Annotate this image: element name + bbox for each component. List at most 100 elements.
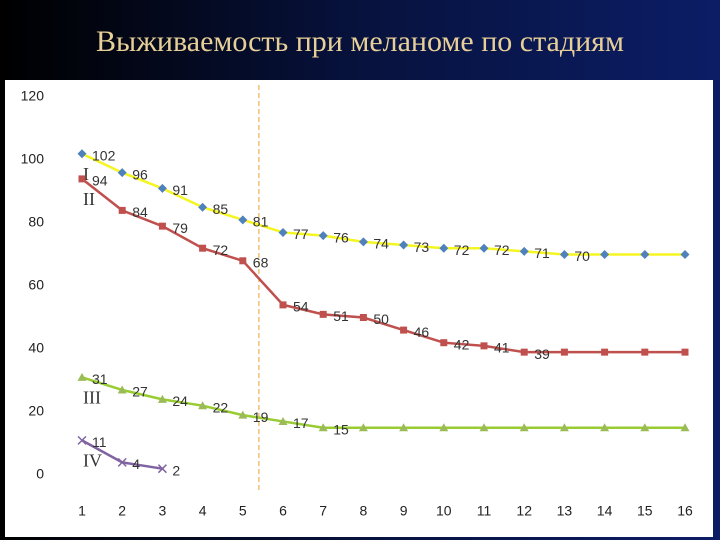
x-tick-label: 13 (557, 503, 573, 519)
marker (198, 202, 208, 212)
x-tick-label: 12 (516, 503, 532, 519)
data-label: 51 (333, 308, 349, 324)
series-name: IV (83, 450, 102, 470)
data-label: 50 (373, 311, 389, 327)
data-label: 81 (253, 214, 269, 230)
series-name: II (83, 189, 95, 209)
x-tick-label: 14 (597, 503, 613, 519)
marker (439, 243, 449, 253)
marker (680, 423, 690, 432)
marker (400, 326, 408, 334)
data-label: 70 (574, 248, 590, 264)
data-label: 41 (494, 340, 510, 356)
data-label: 72 (454, 242, 470, 258)
data-label: 15 (333, 421, 349, 437)
marker (117, 168, 127, 178)
data-label: 84 (132, 204, 148, 220)
data-label: 2 (172, 462, 180, 478)
data-label: 94 (92, 173, 108, 189)
y-tick-label: 0 (36, 466, 44, 482)
data-label: 73 (414, 239, 430, 255)
data-label: 74 (373, 236, 389, 252)
marker (239, 257, 247, 265)
x-tick-label: 8 (360, 503, 368, 519)
marker (358, 237, 368, 247)
marker (559, 423, 569, 432)
marker (640, 423, 650, 432)
marker (601, 348, 609, 356)
marker (158, 222, 166, 230)
marker (318, 231, 328, 241)
data-label: 72 (213, 242, 229, 258)
y-tick-label: 80 (28, 214, 44, 230)
y-tick-label: 40 (28, 340, 44, 356)
data-label: 27 (132, 384, 148, 400)
marker (157, 183, 167, 193)
marker (117, 457, 127, 467)
marker (157, 464, 167, 474)
x-tick-label: 2 (118, 503, 126, 519)
marker (238, 215, 248, 225)
data-label: 4 (132, 456, 140, 472)
series-line (81, 177, 685, 354)
data-label: 39 (534, 346, 550, 362)
marker (399, 423, 409, 432)
series-name: III (83, 387, 101, 407)
x-tick-label: 6 (279, 503, 287, 519)
marker (641, 348, 649, 356)
series-line (81, 152, 685, 256)
x-tick-label: 4 (199, 503, 207, 519)
marker (479, 243, 489, 253)
marker (77, 435, 87, 445)
data-label: 42 (454, 336, 470, 352)
data-label: 77 (293, 226, 309, 242)
x-tick-label: 3 (159, 503, 167, 519)
data-label: 96 (132, 166, 148, 182)
marker (640, 250, 650, 259)
x-tick-label: 15 (637, 503, 653, 519)
marker (77, 372, 87, 381)
data-label: 24 (172, 393, 188, 409)
data-label: 79 (172, 220, 188, 236)
marker (560, 348, 568, 356)
data-label: 71 (534, 245, 550, 261)
marker (77, 149, 87, 159)
marker (519, 246, 529, 256)
marker (118, 206, 126, 214)
marker (519, 423, 529, 432)
marker (319, 310, 327, 318)
marker (278, 416, 288, 425)
marker (318, 423, 328, 432)
marker (600, 250, 610, 259)
marker (279, 301, 287, 309)
data-label: 72 (494, 242, 510, 258)
y-tick-label: 120 (21, 88, 45, 104)
marker (480, 342, 488, 350)
series-line (81, 376, 685, 429)
marker (238, 410, 248, 419)
data-label: 19 (253, 409, 269, 425)
marker (600, 423, 610, 432)
data-label: 22 (213, 399, 229, 415)
data-label: 76 (333, 229, 349, 245)
marker (681, 348, 689, 356)
data-label: 91 (172, 182, 188, 198)
marker (680, 250, 690, 259)
x-tick-label: 11 (477, 503, 492, 519)
series-name: I (83, 164, 89, 184)
marker (358, 423, 368, 432)
marker (278, 227, 288, 237)
marker (440, 339, 448, 347)
x-tick-label: 1 (78, 503, 86, 519)
marker (198, 401, 208, 410)
marker (399, 240, 409, 250)
x-tick-label: 7 (319, 503, 327, 519)
y-tick-label: 20 (28, 403, 44, 419)
data-label: 102 (92, 147, 116, 163)
data-label: 31 (92, 371, 108, 387)
marker (479, 423, 489, 432)
marker (559, 250, 569, 259)
x-tick-label: 5 (239, 503, 247, 519)
y-tick-label: 60 (28, 277, 44, 293)
